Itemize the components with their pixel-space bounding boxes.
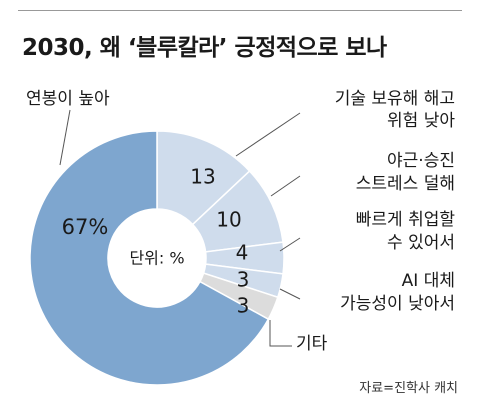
slice-0 — [29, 130, 270, 386]
category-label-5: 기타 — [296, 334, 328, 354]
chart-title: 2030, 왜 ‘블루칼라’ 긍정적으로 보나 — [22, 35, 387, 61]
value-label-4: 3 — [237, 268, 250, 292]
slice-1 — [156, 130, 251, 226]
top-rule — [18, 10, 462, 11]
category-label-0: 연봉이 높아 — [26, 89, 110, 109]
category-label-4: AI 대체 가능성이 낮아서 — [340, 271, 455, 314]
value-label-1: 13 — [190, 165, 215, 189]
leader-line-3 — [279, 237, 301, 252]
value-label-3: 4 — [236, 241, 249, 265]
unit-label: 단위: % — [129, 249, 184, 268]
source-note: 자료=진학사 캐치 — [359, 381, 458, 396]
leader-line-4 — [279, 288, 301, 300]
value-label-0: 67% — [62, 215, 109, 239]
leader-line-2 — [270, 175, 301, 197]
leader-line-5 — [269, 320, 292, 347]
leader-line-0 — [59, 109, 71, 166]
category-label-2: 야근·승진 스트레스 덜해 — [356, 151, 455, 194]
category-label-1: 기술 보유해 해고 위험 낮아 — [335, 89, 456, 131]
value-label-5: 3 — [237, 294, 250, 318]
category-label-3: 빠르게 취업할 수 있어서 — [356, 210, 456, 253]
value-label-2: 10 — [216, 208, 241, 232]
leader-line-1 — [235, 112, 301, 157]
